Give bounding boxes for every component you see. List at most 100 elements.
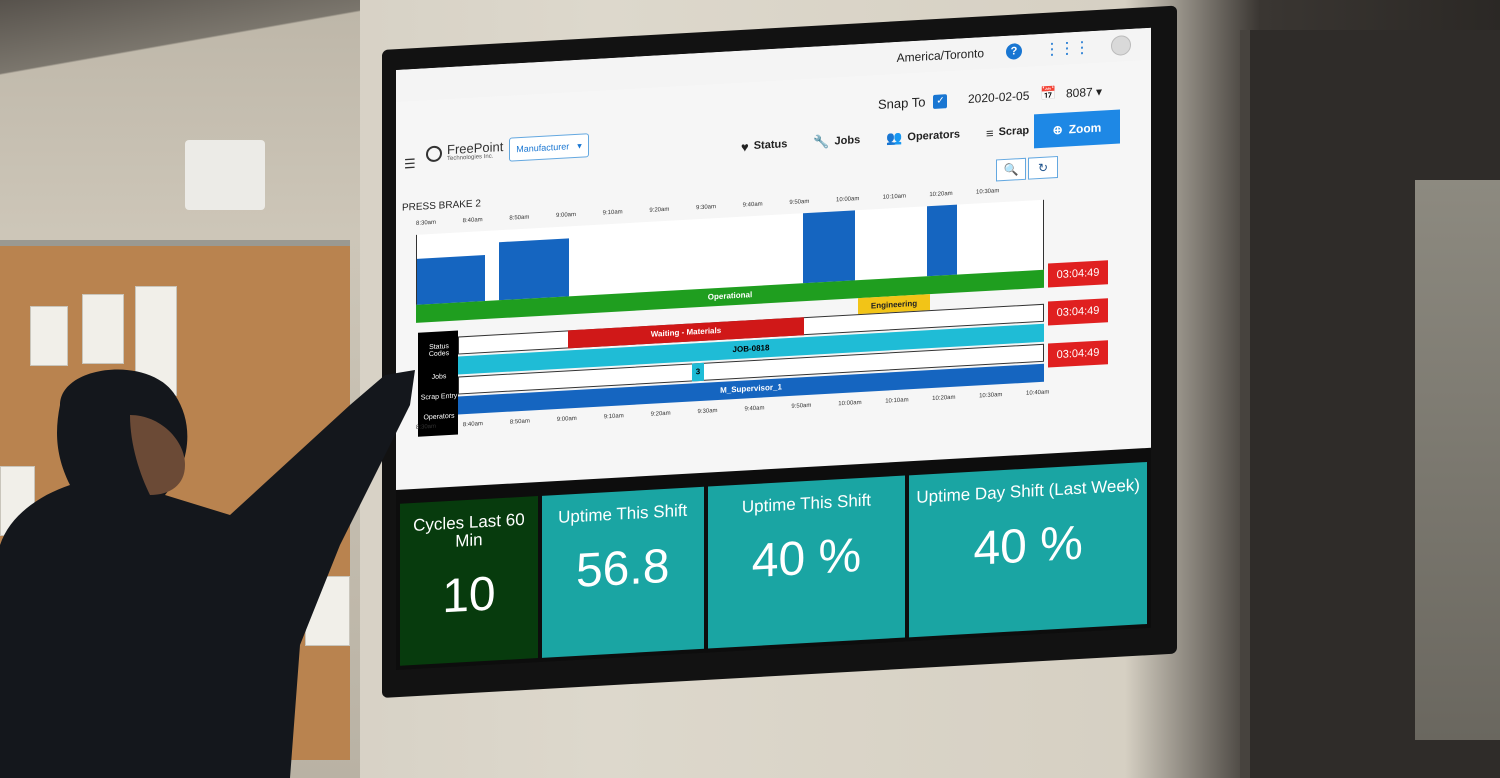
row-label-scrap-entry: Scrap Entry	[420, 392, 458, 402]
cycle-block	[499, 238, 569, 301]
time-tick: 8:30am	[416, 219, 437, 227]
zoom-label: Zoom	[1068, 120, 1102, 137]
kpi-title: Uptime This Shift	[741, 490, 872, 517]
time-tick: 10:20am	[932, 394, 956, 403]
people-icon: 👥	[886, 129, 903, 146]
row-label-operators: Operators	[423, 412, 455, 422]
grid-icon[interactable]: ⋮⋮⋮	[1044, 39, 1089, 59]
time-tick: 8:40am	[462, 421, 483, 429]
kpi-uptime-day-shift-last-week[interactable]: Uptime Day Shift (Last Week) 40 %	[909, 462, 1147, 638]
snap-to-label: Snap To	[878, 94, 926, 113]
logo-mark-icon	[426, 145, 442, 163]
tab-scrap[interactable]: ≡ Scrap	[986, 123, 1029, 141]
time-tick: 10:30am	[976, 188, 1000, 196]
tab-label: Status	[753, 138, 788, 153]
row-label-jobs: Jobs	[431, 373, 447, 382]
manufacturer-label: Manufacturer	[516, 141, 570, 155]
row-label-status-codes: Status Codes	[428, 343, 450, 359]
scrap-count: 3	[695, 366, 701, 377]
scrap-entry-marker[interactable]: 3	[692, 362, 704, 382]
refresh-button[interactable]: ↻	[1028, 155, 1058, 180]
operational-label: Operational	[707, 290, 753, 302]
search-icon: 🔍	[1003, 162, 1019, 178]
kpi-value: 56.8	[575, 539, 670, 598]
kpi-title: Cycles Last 60 Min	[413, 509, 525, 551]
notice-paper	[82, 294, 124, 364]
timeline-chart: 8:30am 8:40am 8:50am 9:00am 9:10am 9:20am 9:30…	[416, 184, 1108, 489]
chevron-down-icon: ▾	[577, 140, 582, 151]
cycle-block	[417, 255, 485, 305]
time-tick: 8:40am	[462, 217, 483, 225]
monitor-screen: America/Toronto ? ⋮⋮⋮ ☰ FreePoint Techno…	[396, 27, 1151, 671]
refresh-icon: ↻	[1037, 160, 1049, 176]
time-tick: 9:00am	[556, 415, 577, 424]
kpi-value: 40 %	[751, 528, 862, 589]
time-tick: 9:30am	[697, 408, 718, 416]
door-window	[1415, 180, 1500, 740]
shift-selector[interactable]: 8087 ▾	[1066, 84, 1103, 101]
row-labels: Status Codes Jobs Scrap Entry Operators	[418, 330, 458, 437]
shift-id: 8087	[1066, 85, 1093, 101]
time-tick: 9:50am	[791, 402, 812, 410]
person-silhouette	[0, 369, 415, 778]
dashboard-panel: America/Toronto ? ⋮⋮⋮ ☰ FreePoint Techno…	[396, 27, 1151, 491]
time-tick: 9:20am	[650, 410, 671, 418]
zoom-icon: ⊕	[1052, 122, 1063, 138]
notice-paper	[30, 306, 68, 366]
cycle-block	[803, 210, 855, 284]
tab-status[interactable]: ♥ Status	[741, 136, 787, 155]
waiting-label: Waiting - Materials	[650, 325, 722, 339]
question-icon[interactable]: ?	[1006, 43, 1022, 60]
logo: FreePoint Technologies Inc.	[426, 139, 503, 163]
tab-label: Scrap	[998, 124, 1030, 139]
time-tick: 10:10am	[882, 193, 907, 201]
kpi-title: Uptime Day Shift (Last Week)	[916, 475, 1140, 507]
time-tick: 10:40am	[1026, 389, 1050, 397]
time-tick: 10:00am	[836, 196, 860, 204]
tab-jobs[interactable]: 🔧 Jobs	[813, 132, 860, 151]
kpi-title: Uptime This Shift	[558, 500, 688, 527]
machine-name: PRESS BRAKE 2	[402, 198, 481, 214]
emergency-light	[185, 140, 265, 210]
zoom-button[interactable]: ⊕ Zoom	[1034, 109, 1120, 149]
kpi-uptime-shift[interactable]: Uptime This Shift 56.8	[541, 486, 704, 658]
operator-label: M_Supervisor_1	[720, 382, 782, 395]
time-tick: 10:10am	[885, 397, 909, 405]
time-tick: 9:10am	[602, 209, 623, 217]
hamburger-menu-icon[interactable]: ☰	[404, 155, 416, 172]
duration-badge: 03:04:49	[1048, 340, 1108, 368]
kpi-value: 10	[442, 567, 496, 624]
timezone-label: America/Toronto	[896, 46, 984, 66]
time-tick: 10:30am	[979, 392, 1003, 400]
time-tick: 10:00am	[838, 399, 862, 408]
layers-icon: ≡	[985, 125, 994, 141]
tab-label: Jobs	[834, 134, 861, 148]
time-tick: 10:20am	[929, 190, 953, 199]
search-button[interactable]: 🔍	[996, 157, 1026, 182]
engineering-label: Engineering	[870, 298, 918, 311]
time-tick: 9:50am	[789, 198, 810, 207]
kpi-uptime-shift-percent[interactable]: Uptime This Shift 40 %	[707, 475, 906, 649]
time-tick: 9:10am	[603, 413, 624, 421]
duration-badge: 03:04:49	[1048, 260, 1108, 288]
job-label: JOB-0818	[732, 343, 770, 355]
time-tick: 9:00am	[556, 211, 577, 220]
kpi-value: 40 %	[973, 516, 1083, 576]
time-tick: 9:20am	[649, 206, 670, 214]
kpi-cycles-last-60[interactable]: Cycles Last 60 Min 10	[400, 496, 538, 666]
wrench-icon: 🔧	[813, 133, 830, 150]
calendar-icon[interactable]: 📅	[1040, 85, 1057, 101]
cycle-block	[927, 204, 957, 277]
snap-to-toggle[interactable]: Snap To ✓	[878, 93, 948, 113]
heartbeat-icon: ♥	[741, 138, 749, 155]
date-display: 2020-02-05	[968, 88, 1030, 107]
time-tick: 8:50am	[509, 214, 530, 222]
avatar[interactable]	[1111, 34, 1131, 57]
manufacturer-dropdown[interactable]: Manufacturer ▾	[509, 133, 589, 162]
time-tick: 9:30am	[696, 204, 717, 212]
time-tick: 9:40am	[742, 201, 763, 209]
tab-label: Operators	[907, 128, 960, 144]
background-ceiling	[0, 0, 360, 120]
duration-badge: 03:04:49	[1048, 298, 1108, 326]
snap-to-checkbox[interactable]: ✓	[933, 93, 948, 109]
